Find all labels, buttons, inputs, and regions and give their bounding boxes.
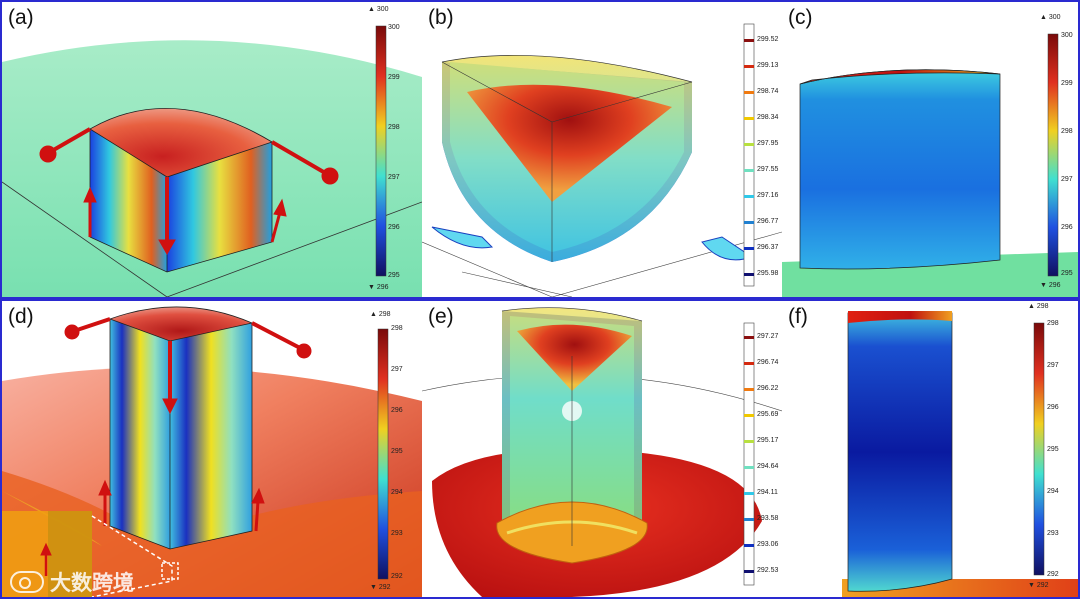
cb-d-tick: 292 <box>391 573 403 580</box>
panel-a: (a) ▲ 300 300 299 298 297 296 295 ▼ 296 <box>2 2 422 297</box>
cb-b-tick: 296.77 <box>757 218 779 225</box>
cb-f-tick: 295 <box>1047 446 1059 453</box>
colorbar-e <box>743 322 755 586</box>
cb-b-tick: 295.98 <box>757 270 779 277</box>
panel-b-label: (b) <box>428 6 454 29</box>
cb-a-tick: 299 <box>388 74 400 81</box>
cb-f-tick: 294 <box>1047 488 1059 495</box>
cb-f-tick: 298 <box>1047 320 1059 327</box>
panel-d-graphic <box>2 301 422 597</box>
cb-b-tick: 298.34 <box>757 114 779 121</box>
panel-e-label: (e) <box>428 305 454 328</box>
panel-a-graphic <box>2 2 422 297</box>
cb-e-tick: 292.53 <box>757 567 779 574</box>
colorbar-c <box>1047 33 1059 277</box>
colorbar-f <box>1033 322 1045 576</box>
cb-d-tick: 294 <box>391 489 403 496</box>
panel-c-label: (c) <box>788 6 813 29</box>
cb-c-tick: 300 <box>1061 32 1073 39</box>
cb-e-tick: 294.11 <box>757 489 778 496</box>
cb-d-tick: 298 <box>391 325 403 332</box>
cb-f-tick: 296 <box>1047 404 1059 411</box>
panel-a-label: (a) <box>8 6 34 29</box>
cb-b-tick: 299.13 <box>757 62 779 69</box>
cb-b-tick: 297.55 <box>757 166 779 173</box>
colorbar-f-min: ▼ 292 <box>1028 582 1049 589</box>
panel-b-graphic <box>422 2 782 297</box>
panel-d-label: (d) <box>8 305 34 328</box>
panel-d: (d) 298 297 296 295 294 293 292 ▲ 298 ▼ … <box>2 301 422 597</box>
cb-a-tick: 297 <box>388 174 400 181</box>
panel-c: (c) ▲ 300 300 299 298 297 296 295 ▼ 296 <box>782 2 1078 297</box>
watermark: 大数跨境 <box>10 567 134 597</box>
cb-c-tick: 297 <box>1061 176 1073 183</box>
cb-b-tick: 298.74 <box>757 88 779 95</box>
panel-b: (b) 299.52 299.13 298.74 298.34 297.95 2… <box>422 2 782 297</box>
colorbar-a <box>375 25 387 277</box>
cb-e-tick: 295.17 <box>757 437 779 444</box>
cb-d-tick: 297 <box>391 366 403 373</box>
cb-e-tick: 293.58 <box>757 515 779 522</box>
cb-c-tick: 299 <box>1061 80 1073 87</box>
cb-a-tick: 298 <box>388 124 400 131</box>
cb-d-tick: 295 <box>391 448 403 455</box>
panel-f-graphic <box>782 301 1078 597</box>
panel-e: (e) 297.27 296.74 296.22 295.69 295.17 2… <box>422 301 782 597</box>
cb-c-tick: 298 <box>1061 128 1073 135</box>
panel-c-graphic <box>782 2 1078 297</box>
cb-b-tick: 296.37 <box>757 244 779 251</box>
colorbar-f-max: ▲ 298 <box>1028 303 1049 310</box>
panel-f: (f) ▲ 298 298 297 296 295 294 293 292 ▼ … <box>782 301 1078 597</box>
watermark-text: 大数跨境 <box>50 571 134 595</box>
cb-a-tick: 295 <box>388 272 400 279</box>
colorbar-d-min: ▼ 292 <box>370 584 391 591</box>
cb-c-tick: 295 <box>1061 270 1073 277</box>
cb-e-tick: 294.64 <box>757 463 779 470</box>
cb-f-tick: 293 <box>1047 530 1059 537</box>
cb-e-tick: 297.27 <box>757 333 779 340</box>
cb-c-tick: 296 <box>1061 224 1073 231</box>
cb-f-tick: 292 <box>1047 571 1059 578</box>
cb-e-tick: 295.69 <box>757 411 779 418</box>
colorbar-d-max: ▲ 298 <box>370 311 391 318</box>
cb-e-tick: 296.74 <box>757 359 779 366</box>
panel-f-label: (f) <box>788 305 808 328</box>
bottom-row: (d) 298 297 296 295 294 293 292 ▲ 298 ▼ … <box>2 301 1078 597</box>
colorbar-c-max: ▲ 300 <box>1040 14 1061 21</box>
colorbar-a-min: ▼ 296 <box>368 284 389 291</box>
panel-e-graphic <box>422 301 782 597</box>
cb-e-tick: 296.22 <box>757 385 779 392</box>
cb-a-tick: 300 <box>388 24 400 31</box>
cb-a-tick: 296 <box>388 224 400 231</box>
cb-b-tick: 297.95 <box>757 140 779 147</box>
row-divider <box>0 297 1080 301</box>
colorbar-a-max: ▲ 300 <box>368 6 389 13</box>
colorbar-b <box>743 23 755 287</box>
cb-b-tick: 297.16 <box>757 192 779 199</box>
cb-e-tick: 293.06 <box>757 541 779 548</box>
cb-b-tick: 299.52 <box>757 36 779 43</box>
cb-f-tick: 297 <box>1047 362 1059 369</box>
colorbar-c-min: ▼ 296 <box>1040 282 1061 289</box>
cb-d-tick: 293 <box>391 530 403 537</box>
top-row: (a) ▲ 300 300 299 298 297 296 295 ▼ 296 <box>2 2 1078 297</box>
colorbar-d <box>377 328 389 580</box>
cb-d-tick: 296 <box>391 407 403 414</box>
watermark-logo-icon <box>10 571 44 593</box>
